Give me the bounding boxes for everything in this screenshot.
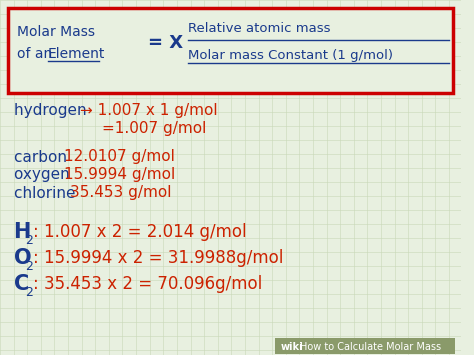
Text: How to Calculate Molar Mass: How to Calculate Molar Mass bbox=[301, 342, 441, 352]
Text: H: H bbox=[14, 222, 31, 242]
Text: oxygen: oxygen bbox=[14, 168, 74, 182]
Text: → 1.007 x 1 g/mol: → 1.007 x 1 g/mol bbox=[80, 103, 218, 118]
Text: 2: 2 bbox=[25, 234, 33, 246]
Text: 2: 2 bbox=[25, 285, 33, 299]
Text: Molar mass Constant (1 g/mol): Molar mass Constant (1 g/mol) bbox=[188, 49, 392, 61]
Text: C: C bbox=[14, 274, 29, 294]
Text: 12.0107 g/mol: 12.0107 g/mol bbox=[64, 149, 175, 164]
Text: : 15.9994 x 2 = 31.9988g/mol: : 15.9994 x 2 = 31.9988g/mol bbox=[33, 249, 283, 267]
Text: 35.453 g/mol: 35.453 g/mol bbox=[70, 186, 172, 201]
Text: O: O bbox=[14, 248, 31, 268]
Text: = X: = X bbox=[148, 34, 183, 52]
Text: hydrogen: hydrogen bbox=[14, 103, 91, 118]
Text: chlorine: chlorine bbox=[14, 186, 80, 201]
Text: 15.9994 g/mol: 15.9994 g/mol bbox=[64, 168, 175, 182]
Text: Element: Element bbox=[47, 47, 105, 61]
Text: =1.007 g/mol: =1.007 g/mol bbox=[102, 121, 207, 137]
Text: Molar Mass: Molar Mass bbox=[18, 25, 95, 39]
Text: of an: of an bbox=[18, 47, 57, 61]
Text: carbon: carbon bbox=[14, 149, 72, 164]
Text: wiki: wiki bbox=[281, 342, 303, 352]
Text: : 1.007 x 2 = 2.014 g/mol: : 1.007 x 2 = 2.014 g/mol bbox=[33, 223, 246, 241]
Text: 2: 2 bbox=[25, 260, 33, 273]
Text: Relative atomic mass: Relative atomic mass bbox=[188, 22, 330, 34]
Text: : 35.453 x 2 = 70.096g/mol: : 35.453 x 2 = 70.096g/mol bbox=[33, 275, 262, 293]
FancyBboxPatch shape bbox=[8, 8, 453, 93]
FancyBboxPatch shape bbox=[275, 338, 455, 354]
